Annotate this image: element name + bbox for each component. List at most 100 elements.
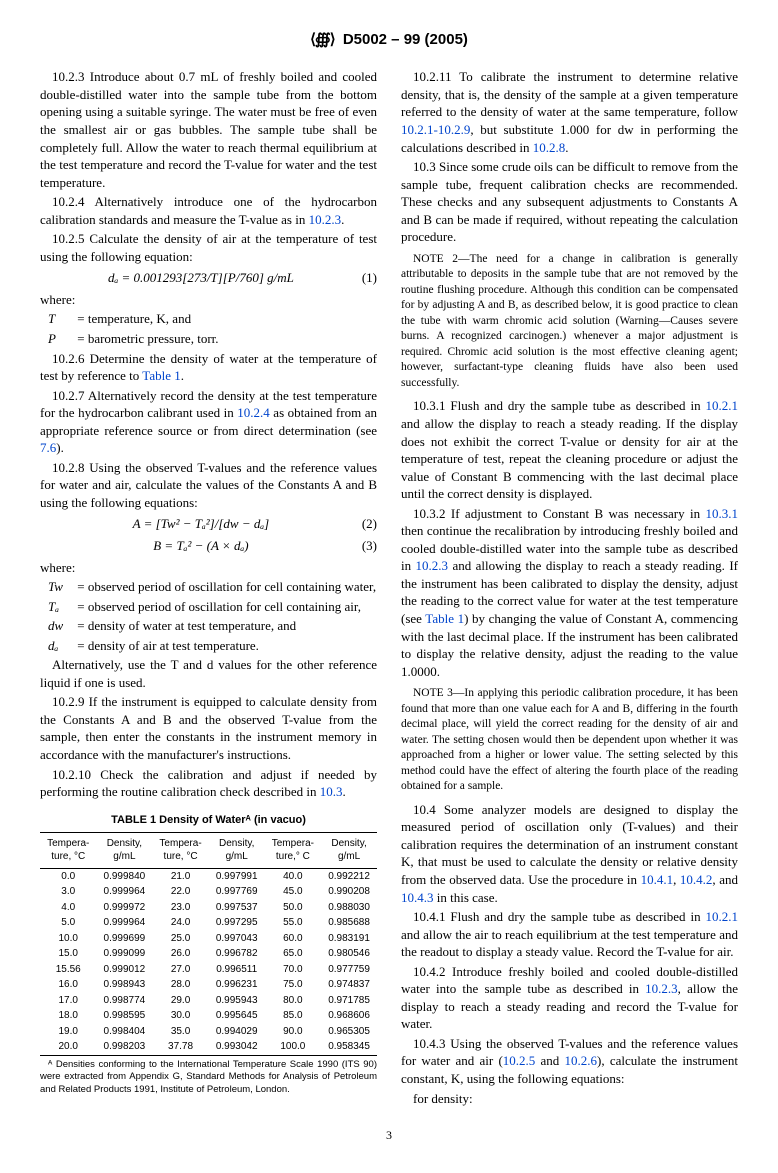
table-cell: 37.78 bbox=[152, 1039, 208, 1055]
def-Ta: Tₐ = observed period of oscillation for … bbox=[48, 598, 377, 616]
xref-10-4-2[interactable]: 10.4.2 bbox=[680, 872, 713, 887]
table-cell: 90.0 bbox=[265, 1024, 321, 1040]
table-cell: 0.996231 bbox=[209, 977, 265, 993]
table-cell: 0.992212 bbox=[321, 868, 377, 884]
table-cell: 0.996782 bbox=[209, 946, 265, 962]
table-cell: 0.997991 bbox=[209, 868, 265, 884]
xref-10-2-3b[interactable]: 10.2.3 bbox=[416, 558, 449, 573]
table-cell: 0.995943 bbox=[209, 993, 265, 1009]
table-cell: 0.965305 bbox=[321, 1024, 377, 1040]
xref-10-2-6[interactable]: 10.2.6 bbox=[565, 1053, 598, 1068]
para-10-3-2: 10.3.2 If adjustment to Constant B was n… bbox=[401, 505, 738, 680]
equation-2: A = [Tw² − Tₐ²]/[dw − dₐ](2) bbox=[40, 515, 377, 533]
page-number: 3 bbox=[40, 1127, 738, 1143]
xref-range[interactable]: 10.2.1-10.2.9 bbox=[401, 122, 470, 137]
para-for-density: for density: bbox=[401, 1090, 738, 1108]
table-cell: 0.968606 bbox=[321, 1008, 377, 1024]
table-cell: 80.0 bbox=[265, 993, 321, 1009]
table-row: 10.00.99969925.00.99704360.00.983191 bbox=[40, 931, 377, 947]
note-3: NOTE 3—In applying this periodic calibra… bbox=[401, 686, 738, 795]
table-cell: 0.985688 bbox=[321, 915, 377, 931]
table-row: 15.00.99909926.00.99678265.00.980546 bbox=[40, 946, 377, 962]
xref-table-1b[interactable]: Table 1 bbox=[425, 611, 464, 626]
table-cell: 50.0 bbox=[265, 900, 321, 916]
xref-10-2-1b[interactable]: 10.2.1 bbox=[706, 909, 739, 924]
table-row: 20.00.99820337.780.993042100.00.958345 bbox=[40, 1039, 377, 1055]
table-row: 0.00.99984021.00.99799140.00.992212 bbox=[40, 868, 377, 884]
xref-table-1[interactable]: Table 1 bbox=[142, 368, 180, 383]
table-1: Tempera-ture, °CDensity,g/mLTempera-ture… bbox=[40, 832, 377, 1056]
para-10-4: 10.4 Some analyzer models are designed t… bbox=[401, 801, 738, 906]
table-cell: 85.0 bbox=[265, 1008, 321, 1024]
table-cell: 22.0 bbox=[152, 884, 208, 900]
where-1: where: bbox=[40, 291, 377, 309]
para-10-3-1: 10.3.1 Flush and dry the sample tube as … bbox=[401, 397, 738, 502]
table-cell: 40.0 bbox=[265, 868, 321, 884]
table-cell: 29.0 bbox=[152, 993, 208, 1009]
def-Tw: Tw = observed period of oscillation for … bbox=[48, 578, 377, 596]
table-row: 17.00.99877429.00.99594380.00.971785 bbox=[40, 993, 377, 1009]
table-cell: 0.988030 bbox=[321, 900, 377, 916]
def-da: dₐ = density of air at test temperature. bbox=[48, 637, 377, 655]
para-alt: Alternatively, use the T and d values fo… bbox=[40, 656, 377, 691]
table-row: 18.00.99859530.00.99564585.00.968606 bbox=[40, 1008, 377, 1024]
def-dw: dw = density of water at test temperatur… bbox=[48, 617, 377, 635]
table-cell: 0.971785 bbox=[321, 993, 377, 1009]
table-cell: 0.998943 bbox=[96, 977, 152, 993]
xref-10-2-4[interactable]: 10.2.4 bbox=[237, 405, 270, 420]
table-cell: 55.0 bbox=[265, 915, 321, 931]
table-header: Tempera-ture,° C bbox=[265, 832, 321, 868]
table-cell: 0.999840 bbox=[96, 868, 152, 884]
xref-10-3[interactable]: 10.3 bbox=[320, 784, 343, 799]
equation-3: B = Tₐ² − (A × dₐ)(3) bbox=[40, 537, 377, 555]
table-cell: 0.999012 bbox=[96, 962, 152, 978]
table-cell: 75.0 bbox=[265, 977, 321, 993]
table-cell: 0.980546 bbox=[321, 946, 377, 962]
table-cell: 0.995645 bbox=[209, 1008, 265, 1024]
table-cell: 15.0 bbox=[40, 946, 96, 962]
table-cell: 0.997043 bbox=[209, 931, 265, 947]
table-cell: 25.0 bbox=[152, 931, 208, 947]
table-cell: 3.0 bbox=[40, 884, 96, 900]
xref-10-3-1[interactable]: 10.3.1 bbox=[706, 506, 739, 521]
table-cell: 0.998595 bbox=[96, 1008, 152, 1024]
para-10-2-9: 10.2.9 If the instrument is equipped to … bbox=[40, 693, 377, 763]
xref-10-2-3[interactable]: 10.2.3 bbox=[309, 212, 342, 227]
para-10-2-5: 10.2.5 Calculate the density of air at t… bbox=[40, 230, 377, 265]
para-10-4-2: 10.4.2 Introduce freshly boiled and cool… bbox=[401, 963, 738, 1033]
para-10-2-4: 10.2.4 Alternatively introduce one of th… bbox=[40, 193, 377, 228]
para-10-3: 10.3 Since some crude oils can be diffic… bbox=[401, 158, 738, 246]
xref-10-2-1a[interactable]: 10.2.1 bbox=[706, 398, 739, 413]
table-cell: 0.993042 bbox=[209, 1039, 265, 1055]
xref-10-4-3[interactable]: 10.4.3 bbox=[401, 890, 434, 905]
table-cell: 0.958345 bbox=[321, 1039, 377, 1055]
astm-logo: ⟨∰⟩ bbox=[310, 30, 335, 50]
xref-10-4-1[interactable]: 10.4.1 bbox=[641, 872, 674, 887]
xref-7-6[interactable]: 7.6 bbox=[40, 440, 56, 455]
xref-10-2-5[interactable]: 10.2.5 bbox=[503, 1053, 536, 1068]
table-cell: 16.0 bbox=[40, 977, 96, 993]
table-1-title: TABLE 1 Density of Waterᴬ (in vacuo) bbox=[40, 813, 377, 828]
table-row: 3.00.99996422.00.99776945.00.990208 bbox=[40, 884, 377, 900]
table-cell: 15.56 bbox=[40, 962, 96, 978]
table-cell: 27.0 bbox=[152, 962, 208, 978]
note-2: NOTE 2—The need for a change in calibrat… bbox=[401, 252, 738, 392]
para-10-2-8: 10.2.8 Using the observed T-values and t… bbox=[40, 459, 377, 512]
table-cell: 65.0 bbox=[265, 946, 321, 962]
table-cell: 0.996511 bbox=[209, 962, 265, 978]
para-10-4-1: 10.4.1 Flush and dry the sample tube as … bbox=[401, 908, 738, 961]
table-header: Density,g/mL bbox=[209, 832, 265, 868]
table-cell: 0.998203 bbox=[96, 1039, 152, 1055]
para-10-4-3: 10.4.3 Using the observed T-values and t… bbox=[401, 1035, 738, 1088]
table-cell: 100.0 bbox=[265, 1039, 321, 1055]
table-cell: 24.0 bbox=[152, 915, 208, 931]
table-cell: 30.0 bbox=[152, 1008, 208, 1024]
table-row: 16.00.99894328.00.99623175.00.974837 bbox=[40, 977, 377, 993]
table-cell: 23.0 bbox=[152, 900, 208, 916]
xref-10-2-3c[interactable]: 10.2.3 bbox=[645, 981, 678, 996]
body-columns: 10.2.3 Introduce about 0.7 mL of freshly… bbox=[40, 68, 738, 1107]
where-2: where: bbox=[40, 559, 377, 577]
table-cell: 28.0 bbox=[152, 977, 208, 993]
xref-10-2-8[interactable]: 10.2.8 bbox=[533, 140, 566, 155]
table-cell: 0.977759 bbox=[321, 962, 377, 978]
